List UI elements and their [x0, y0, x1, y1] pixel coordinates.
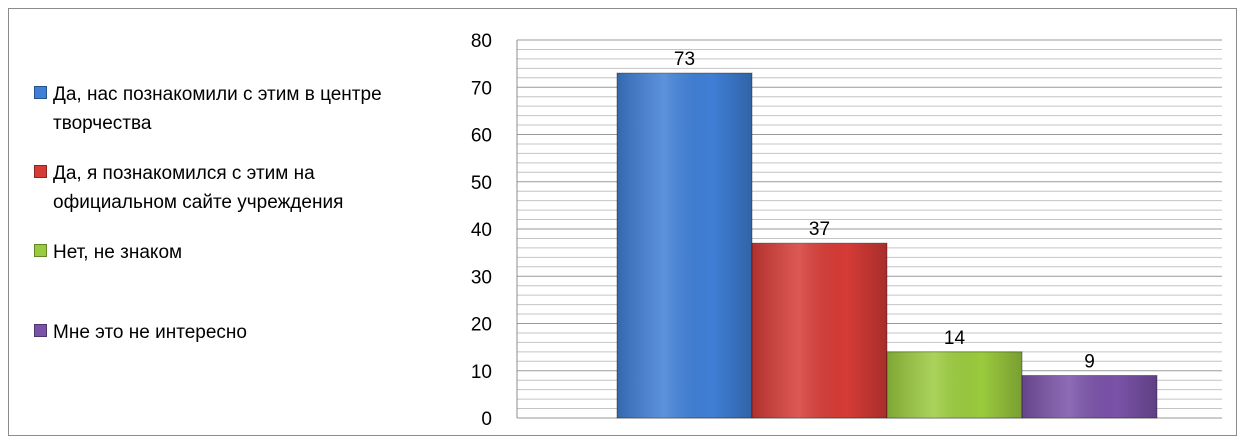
legend-item-centre: Да, нас познакомили с этим в центре твор… [34, 80, 434, 138]
legend-item-website: Да, я познакомился с этим на официальном… [34, 159, 434, 217]
legend-item-not-familiar: Нет, не знаком [34, 238, 434, 267]
bar-shading [1022, 375, 1157, 418]
y-tick-label: 0 [481, 409, 492, 430]
bar-shading [752, 243, 887, 418]
data-labels: 73 37 14 9 [674, 49, 1095, 372]
y-axis: 0 10 20 30 40 50 60 70 80 [471, 31, 518, 430]
legend-item-not-interested: Мне это не интересно [34, 318, 434, 347]
data-label: 73 [674, 49, 695, 70]
legend-label-website: Да, я познакомился с этим на официальном… [53, 163, 344, 213]
y-tick-label: 30 [471, 267, 492, 288]
y-tick-label: 60 [471, 126, 492, 147]
legend-label-not-interested: Мне это не интересно [53, 322, 247, 343]
data-label: 9 [1084, 351, 1095, 372]
bar-shading [617, 73, 752, 418]
y-tick-label: 70 [471, 78, 492, 99]
y-tick-label: 80 [471, 31, 492, 52]
y-tick-label: 10 [471, 362, 492, 383]
bar-shading [887, 351, 1022, 418]
bars [616, 72, 1158, 419]
legend-label-not-familiar: Нет, не знаком [53, 242, 183, 263]
legend-label-centre: Да, нас познакомили с этим в центре твор… [53, 84, 382, 134]
chart-legend: Да, нас познакомили с этим в центре твор… [34, 0, 434, 441]
legend-swatch-not-familiar [34, 244, 47, 257]
y-tick-label: 50 [471, 173, 492, 194]
data-label: 37 [809, 219, 830, 240]
y-tick-label: 40 [471, 220, 492, 241]
legend-swatch-not-interested [34, 324, 47, 337]
y-tick-label: 20 [471, 315, 492, 336]
legend-swatch-website [34, 165, 47, 178]
legend-swatch-centre [34, 86, 47, 99]
data-label: 14 [944, 328, 966, 349]
